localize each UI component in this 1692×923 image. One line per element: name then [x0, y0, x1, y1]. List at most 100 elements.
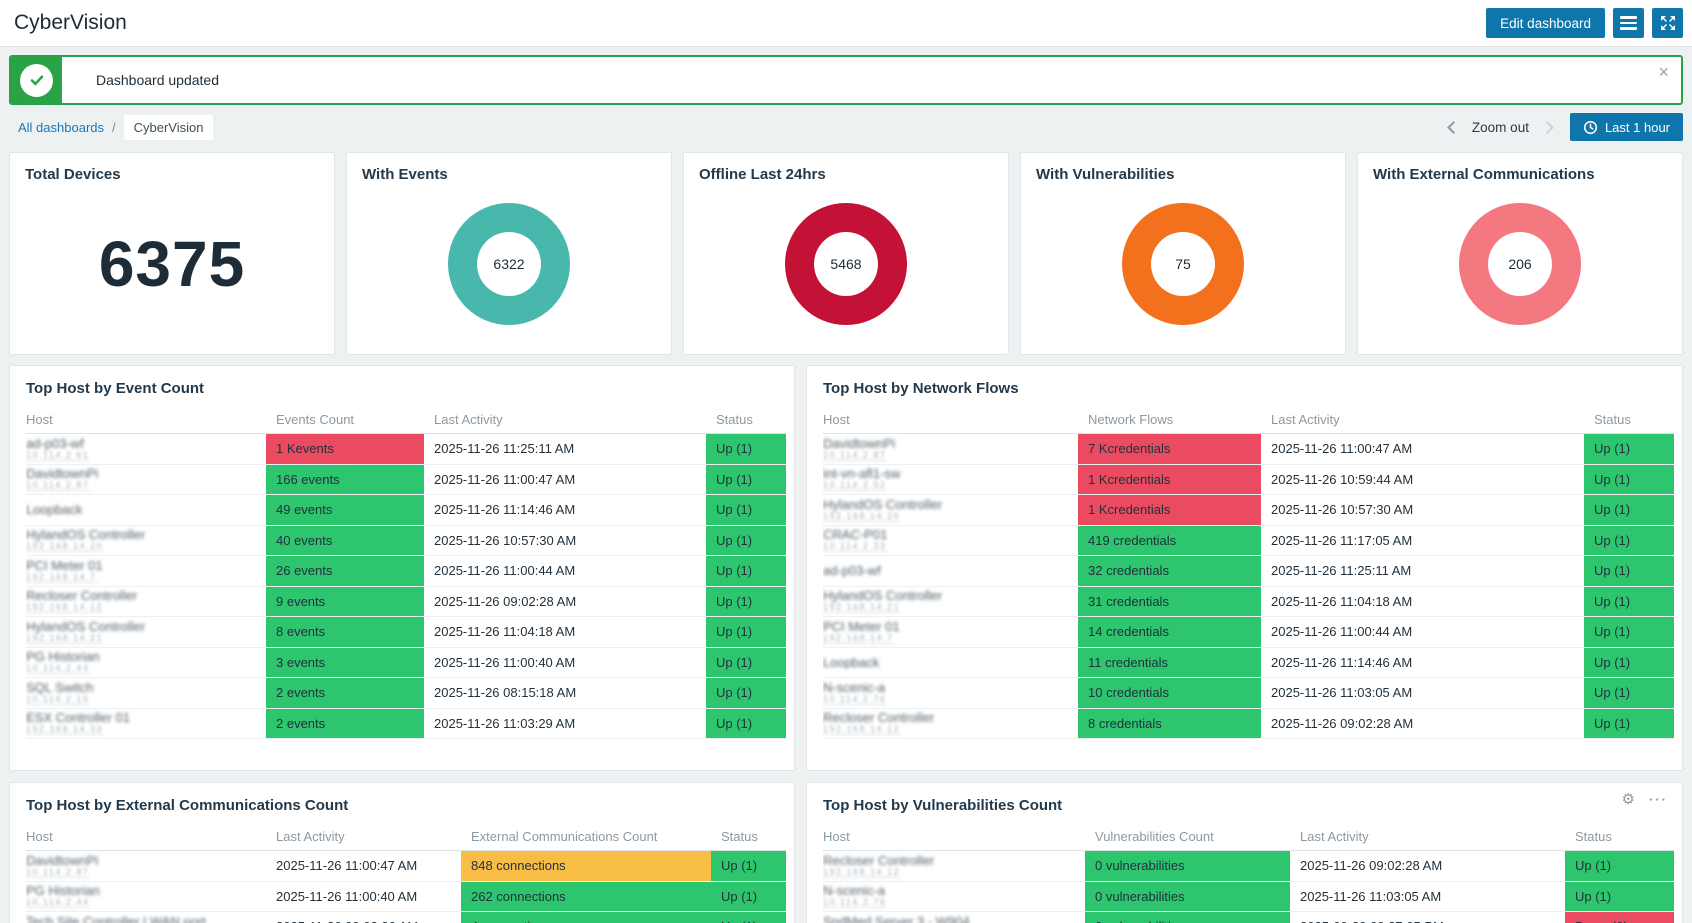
- host-subtext: 192.168.14.21: [26, 632, 104, 644]
- host-cell: PCI Meter 01 192.168.14.7: [26, 556, 266, 586]
- column-header[interactable]: Network Flows: [1088, 412, 1174, 427]
- text-cell: 2025-11-26 09:02:28 AM: [1300, 858, 1443, 874]
- host-link[interactable]: ad-p03-wf: [823, 563, 881, 579]
- host-link[interactable]: Recloser Controller: [823, 710, 935, 726]
- host-link[interactable]: HylandOS Controller: [26, 527, 146, 543]
- column-header[interactable]: Host: [26, 412, 53, 427]
- column-header[interactable]: Events Count: [276, 412, 355, 427]
- value-cell: 1 Kcredentials: [1078, 464, 1261, 494]
- host-cell: Recloser Controller 192.168.14.12: [26, 587, 266, 617]
- value-cell: Up (1): [706, 495, 786, 525]
- donut-chart: 6322: [448, 202, 570, 325]
- host-cell: CRAC-P01 10.114.2.33: [823, 526, 1078, 556]
- value-cell: Up (1): [706, 678, 786, 708]
- host-link[interactable]: N-scenic-a: [823, 679, 886, 695]
- column-header[interactable]: Last Activity: [434, 412, 503, 427]
- breadcrumb-all-dashboards[interactable]: All dashboards: [18, 119, 104, 135]
- stat-panel-external-comms: With External Communications 206: [1357, 152, 1683, 355]
- host-link[interactable]: PG Historian: [26, 649, 100, 665]
- host-link[interactable]: N-scenic-a: [823, 883, 886, 899]
- value-cell: 0 vulnerabilities: [1085, 851, 1290, 881]
- fullscreen-button[interactable]: [1652, 8, 1683, 38]
- host-link[interactable]: DavidtownPi: [26, 466, 99, 482]
- column-header[interactable]: Status: [1575, 829, 1612, 844]
- edit-dashboard-button[interactable]: Edit dashboard: [1486, 8, 1605, 38]
- time-range-label: Last 1 hour: [1604, 119, 1670, 135]
- zoom-out-button[interactable]: Zoom out: [1471, 119, 1529, 135]
- text-cell: 2025-09-29 09:27:05 PM: [1290, 912, 1565, 923]
- host-link[interactable]: SQL Switch: [26, 679, 94, 695]
- table-row: N-scenic-a 10.114.2.76 10 credentials 2025-…: [823, 678, 1674, 709]
- host-link[interactable]: PCI Meter 01: [823, 618, 900, 634]
- close-icon[interactable]: ×: [1658, 62, 1669, 82]
- host-subtext: 192.168.14.33: [26, 724, 104, 736]
- text-cell: 2025-11-26 11:25:11 AM: [1271, 563, 1412, 579]
- host-link[interactable]: Loopback: [823, 654, 880, 670]
- host-subtext: 192.168.14.20: [26, 541, 104, 553]
- text-cell: 2025-11-26 11:00:47 AM: [1271, 441, 1413, 457]
- table-header: Host Vulnerabilities Count Last Activity St…: [823, 823, 1674, 851]
- host-subtext: 10.114.2.52: [823, 480, 887, 492]
- column-header[interactable]: Host: [823, 829, 850, 844]
- value-cell: 848 connections: [461, 851, 711, 881]
- host-link[interactable]: DavidtownPi: [26, 852, 99, 868]
- host-link[interactable]: int-vn-afl1-sw: [823, 466, 901, 482]
- breadcrumb-separator: /: [112, 119, 116, 135]
- value-cell: 8 credentials: [1078, 708, 1261, 738]
- time-shift-back-button[interactable]: [1447, 120, 1460, 134]
- column-header[interactable]: Status: [716, 412, 753, 427]
- table-row: HylandOS Controller 192.168.14.21 31 crede…: [823, 586, 1674, 617]
- host-cell: PG Historian 10.114.2.44: [26, 882, 266, 912]
- table-header: Host Network Flows Last Activity Status: [823, 406, 1674, 434]
- stat-panel-with-vulnerabilities: With Vulnerabilities 75: [1020, 152, 1346, 355]
- column-header[interactable]: Last Activity: [276, 829, 345, 844]
- bottom-tables-row: Top Host by External Communications Coun…: [9, 782, 1683, 923]
- table-row: PCI Meter 01 192.168.14.7 14 credentials 20…: [823, 617, 1674, 648]
- host-link[interactable]: HylandOS Controller: [823, 496, 943, 512]
- host-subtext: 192.168.14.7: [26, 571, 97, 583]
- host-subtext: 192.168.14.7: [823, 632, 894, 644]
- value-cell: Up (1): [706, 525, 786, 555]
- host-link[interactable]: DavidtownPi: [823, 435, 896, 451]
- value-cell: Up (1): [1584, 495, 1674, 525]
- host-link[interactable]: Recloser Controller: [26, 588, 138, 604]
- banner-icon-block: [11, 57, 62, 103]
- column-header[interactable]: External Communications Count: [471, 829, 658, 844]
- host-link[interactable]: Recloser Controller: [823, 852, 935, 868]
- host-link[interactable]: ESX Controller 01: [26, 710, 131, 726]
- text-cell: 2025-11-26 10:57:30 AM: [1271, 502, 1414, 518]
- menu-button[interactable]: [1613, 8, 1644, 38]
- column-header[interactable]: Host: [823, 412, 850, 427]
- text-cell: 2025-11-26 11:03:05 AM: [1271, 685, 1413, 701]
- time-shift-forward-button[interactable]: [1541, 120, 1554, 134]
- ellipsis-menu-icon[interactable]: ···: [1649, 792, 1668, 807]
- column-header[interactable]: Vulnerabilities Count: [1095, 829, 1214, 844]
- value-cell: Up (1): [1584, 464, 1674, 494]
- host-link[interactable]: Loopback: [26, 502, 83, 518]
- column-header[interactable]: Host: [26, 829, 53, 844]
- table-row: ESX Controller 01 192.168.14.33 2 events 20…: [26, 708, 786, 739]
- column-header[interactable]: Status: [721, 829, 758, 844]
- value-cell: Up (1): [1565, 881, 1674, 911]
- table-row: DavidtownPi 10.114.2.87 7 Kcredentials 2025…: [823, 434, 1674, 465]
- column-header[interactable]: Last Activity: [1300, 829, 1369, 844]
- host-subtext: 192.168.14.21: [823, 602, 901, 614]
- host-link[interactable]: HylandOS Controller: [823, 588, 943, 604]
- gear-icon[interactable]: ⚙: [1621, 790, 1635, 808]
- column-header[interactable]: Status: [1594, 412, 1631, 427]
- text-cell: 2025-11-26 11:03:05 AM: [1300, 888, 1442, 904]
- host-link[interactable]: HylandOS Controller: [26, 618, 146, 634]
- host-link[interactable]: ad-p03-wf: [26, 435, 84, 451]
- table-header: Host Last Activity External Communications…: [26, 823, 786, 851]
- host-link[interactable]: Tech Site Controller | WAN port: [26, 913, 206, 923]
- host-link[interactable]: SndMed Server 3 - W904: [823, 913, 970, 923]
- stat-panel-with-events: With Events 6322: [346, 152, 672, 355]
- host-subtext: 192.168.14.12: [26, 602, 104, 614]
- column-header[interactable]: Last Activity: [1271, 412, 1340, 427]
- time-range-button[interactable]: Last 1 hour: [1569, 113, 1683, 141]
- host-link[interactable]: PG Historian: [26, 883, 100, 899]
- host-link[interactable]: CRAC-P01: [823, 527, 888, 543]
- value-cell: 4 connections: [461, 912, 711, 923]
- host-link[interactable]: PCI Meter 01: [26, 557, 103, 573]
- host-subtext: 192.168.14.12: [823, 866, 901, 878]
